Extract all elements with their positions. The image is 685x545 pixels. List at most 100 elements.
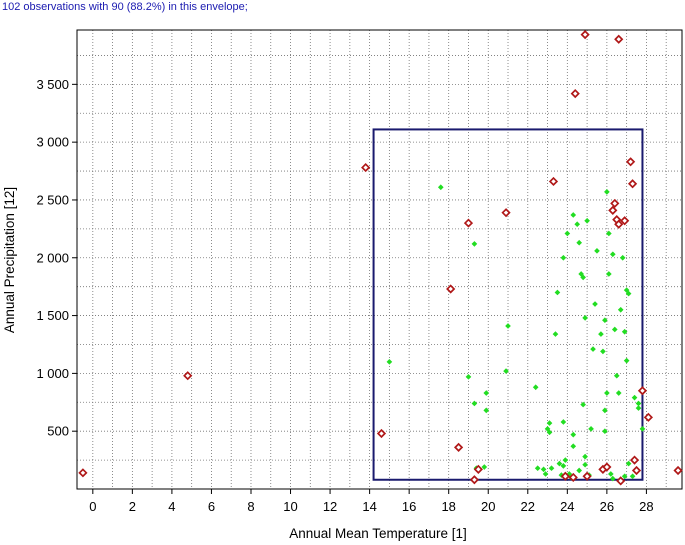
point-outside-envelope bbox=[446, 284, 456, 294]
envelope-layer bbox=[372, 128, 644, 481]
x-tick-label: 26 bbox=[600, 499, 614, 514]
point-inside-envelope bbox=[588, 426, 594, 432]
point-inside-envelope bbox=[631, 394, 638, 401]
point-inside-envelope bbox=[570, 443, 577, 450]
point-inside-envelope bbox=[386, 358, 393, 365]
point-outside-envelope bbox=[582, 471, 592, 481]
point-outside-envelope bbox=[560, 471, 570, 481]
point-inside-envelope bbox=[606, 230, 612, 237]
point-outside-envelope bbox=[673, 465, 683, 476]
y-axis-title: Annual Precipitation [12] bbox=[2, 187, 17, 333]
point-outside-envelope bbox=[469, 475, 480, 485]
point-outside-envelope bbox=[627, 179, 638, 189]
data-points bbox=[78, 30, 683, 486]
x-tick-label: 28 bbox=[639, 499, 653, 514]
y-tick-label: 1 500 bbox=[36, 308, 69, 323]
point-inside-envelope bbox=[574, 221, 581, 228]
point-inside-envelope bbox=[546, 420, 553, 426]
x-tick-label: 22 bbox=[521, 499, 535, 514]
x-tick-label: 24 bbox=[560, 499, 574, 514]
point-outside-envelope bbox=[631, 465, 642, 476]
point-inside-envelope bbox=[619, 254, 626, 261]
point-inside-envelope bbox=[598, 331, 604, 337]
point-outside-envelope bbox=[548, 176, 559, 187]
point-outside-envelope bbox=[637, 386, 648, 396]
y-tick-label: 500 bbox=[47, 424, 69, 439]
point-outside-envelope bbox=[602, 462, 612, 472]
point-inside-envelope bbox=[540, 466, 547, 473]
point-inside-envelope bbox=[560, 463, 567, 469]
grid-lines bbox=[77, 30, 682, 489]
point-outside-envelope bbox=[568, 472, 578, 483]
point-outside-envelope bbox=[629, 455, 640, 465]
point-outside-envelope bbox=[625, 157, 636, 167]
point-inside-envelope bbox=[576, 239, 583, 246]
x-axis-title: Annual Mean Temperature [1] bbox=[289, 526, 467, 541]
point-outside-envelope bbox=[614, 219, 624, 229]
point-inside-envelope bbox=[609, 475, 616, 482]
point-inside-envelope bbox=[532, 384, 539, 391]
point-inside-envelope bbox=[582, 453, 588, 460]
point-outside-envelope bbox=[473, 464, 483, 474]
point-inside-envelope bbox=[639, 426, 646, 432]
point-outside-envelope bbox=[620, 216, 630, 226]
point-inside-envelope bbox=[590, 346, 596, 352]
point-inside-envelope bbox=[542, 471, 549, 477]
point-outside-envelope bbox=[501, 208, 511, 218]
point-inside-envelope bbox=[556, 460, 563, 467]
x-tick-label: 6 bbox=[208, 499, 215, 514]
point-inside-envelope bbox=[578, 271, 584, 277]
point-inside-envelope bbox=[613, 372, 620, 379]
x-axis-ticks: 0 2 4 6 8 10 12 14 16 18 20 22 24 26 28 bbox=[89, 489, 654, 514]
point-inside-envelope bbox=[580, 401, 586, 408]
y-axis-ticks: 500 1 000 1 500 2 000 2 500 3 000 3 500 bbox=[36, 77, 77, 439]
point-inside-envelope bbox=[594, 248, 600, 254]
point-inside-envelope bbox=[503, 368, 509, 374]
point-outside-envelope bbox=[376, 428, 387, 439]
point-inside-envelope bbox=[465, 374, 472, 380]
point-inside-envelope bbox=[584, 217, 590, 224]
point-inside-envelope bbox=[615, 390, 622, 396]
point-inside-envelope bbox=[602, 428, 608, 435]
point-outside-envelope bbox=[616, 476, 626, 486]
point-inside-envelope bbox=[546, 429, 553, 436]
point-inside-envelope bbox=[635, 405, 642, 411]
x-tick-label: 20 bbox=[481, 499, 495, 514]
point-inside-envelope bbox=[607, 471, 614, 477]
point-inside-envelope bbox=[437, 184, 444, 191]
point-inside-envelope bbox=[606, 271, 612, 277]
point-inside-envelope bbox=[564, 230, 571, 237]
point-inside-envelope bbox=[611, 326, 618, 333]
point-inside-envelope bbox=[471, 241, 478, 247]
point-inside-envelope bbox=[635, 400, 642, 407]
y-tick-label: 2 000 bbox=[36, 250, 69, 265]
plot-area-frame bbox=[76, 29, 683, 490]
point-outside-envelope bbox=[183, 371, 193, 381]
point-inside-envelope bbox=[544, 426, 551, 432]
point-inside-envelope bbox=[609, 251, 616, 258]
point-inside-envelope bbox=[534, 465, 541, 472]
point-inside-envelope bbox=[560, 419, 567, 425]
point-outside-envelope bbox=[453, 442, 464, 452]
point-outside-envelope bbox=[608, 205, 618, 215]
y-tick-label: 3 500 bbox=[36, 77, 69, 92]
point-inside-envelope bbox=[570, 431, 577, 438]
x-tick-label: 10 bbox=[283, 499, 297, 514]
point-inside-envelope bbox=[625, 290, 632, 297]
x-tick-label: 0 bbox=[89, 499, 96, 514]
envelope-summary-caption: 102 observations with 90 (88.2%) in this… bbox=[2, 1, 248, 13]
x-tick-label: 14 bbox=[362, 499, 376, 514]
x-tick-label: 18 bbox=[441, 499, 455, 514]
point-inside-envelope bbox=[629, 473, 636, 480]
point-inside-envelope bbox=[602, 407, 608, 414]
point-inside-envelope bbox=[604, 189, 610, 195]
point-inside-envelope bbox=[625, 460, 632, 467]
point-inside-envelope bbox=[481, 464, 488, 470]
point-inside-envelope bbox=[580, 274, 586, 281]
point-outside-envelope bbox=[580, 30, 590, 40]
x-tick-label: 8 bbox=[247, 499, 254, 514]
point-inside-envelope bbox=[552, 331, 559, 337]
point-outside-envelope bbox=[570, 88, 580, 99]
y-tick-label: 1 000 bbox=[36, 366, 69, 381]
